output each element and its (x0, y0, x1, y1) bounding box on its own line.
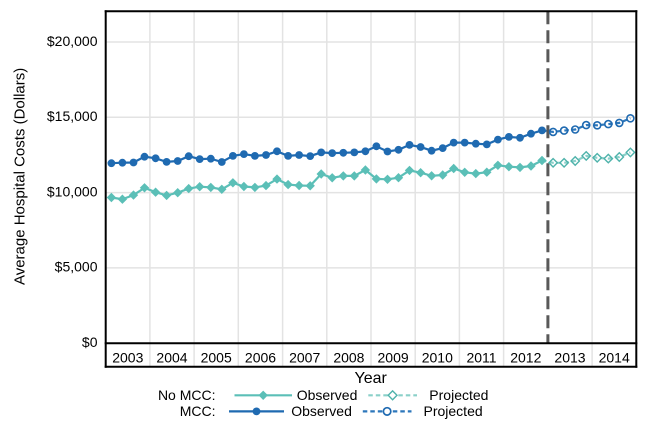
svg-text:MCC:: MCC: (180, 403, 216, 419)
svg-text:Year: Year (355, 370, 388, 387)
svg-text:2014: 2014 (599, 350, 630, 366)
svg-text:2006: 2006 (245, 350, 276, 366)
svg-text:$15,000: $15,000 (47, 108, 98, 124)
svg-text:2005: 2005 (201, 350, 232, 366)
svg-text:2008: 2008 (333, 350, 364, 366)
svg-text:Projected: Projected (429, 387, 488, 403)
svg-text:2010: 2010 (422, 350, 453, 366)
svg-text:No MCC:: No MCC: (158, 387, 216, 403)
svg-text:Projected: Projected (424, 403, 483, 419)
svg-text:$5,000: $5,000 (55, 259, 98, 275)
svg-text:$0: $0 (82, 334, 98, 350)
svg-text:2003: 2003 (112, 350, 143, 366)
svg-text:Average Hospital Costs (Dollar: Average Hospital Costs (Dollars) (11, 68, 28, 285)
svg-text:2009: 2009 (378, 350, 409, 366)
svg-text:2007: 2007 (289, 350, 320, 366)
svg-text:2013: 2013 (554, 350, 585, 366)
svg-text:2011: 2011 (466, 350, 496, 366)
svg-text:$10,000: $10,000 (47, 183, 98, 199)
svg-text:2012: 2012 (510, 350, 541, 366)
svg-text:2004: 2004 (156, 350, 187, 366)
svg-text:Observed: Observed (291, 403, 352, 419)
svg-text:$20,000: $20,000 (47, 33, 98, 49)
svg-text:Observed: Observed (297, 387, 358, 403)
